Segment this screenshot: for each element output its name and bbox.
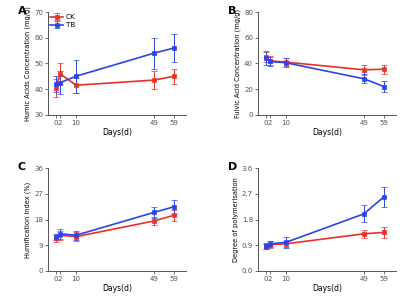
Y-axis label: Fulvic Acid Concentration (mg/g): Fulvic Acid Concentration (mg/g) <box>235 9 241 118</box>
Text: C: C <box>18 162 26 172</box>
Legend: CK, TB: CK, TB <box>50 14 76 29</box>
Text: B: B <box>228 6 236 16</box>
X-axis label: Days(d): Days(d) <box>312 128 342 137</box>
Text: A: A <box>18 6 26 16</box>
X-axis label: Days(d): Days(d) <box>102 128 132 137</box>
Y-axis label: Degree of polymerisation: Degree of polymerisation <box>233 177 239 262</box>
Y-axis label: Humic Acids Concentration (mg/g): Humic Acids Concentration (mg/g) <box>25 6 31 121</box>
X-axis label: Days(d): Days(d) <box>312 284 342 293</box>
X-axis label: Days(d): Days(d) <box>102 284 132 293</box>
Text: D: D <box>228 162 237 172</box>
Y-axis label: Humification Index (%): Humification Index (%) <box>25 182 31 258</box>
